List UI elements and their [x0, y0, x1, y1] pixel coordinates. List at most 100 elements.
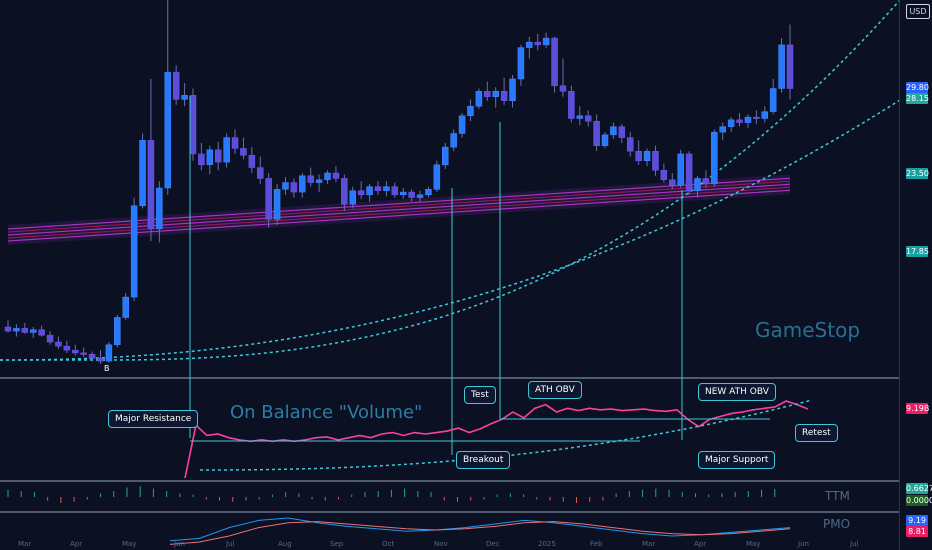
candle	[164, 71, 172, 189]
ttm-label: TTM	[825, 489, 850, 503]
callout-major-support: Major Support	[698, 451, 776, 469]
x-axis-label: Mar	[18, 540, 31, 548]
callout-new-ath-obv: NEW ATH OBV	[698, 383, 776, 401]
candle	[408, 191, 415, 198]
buy-marker: B	[104, 364, 110, 373]
candle	[467, 105, 474, 117]
candle	[492, 90, 499, 97]
x-axis-label: Feb	[590, 540, 603, 548]
callout-major-resistance: Major Resistance	[108, 410, 199, 428]
candle	[719, 126, 726, 133]
candle	[534, 41, 541, 46]
x-axis-label: Apr	[70, 540, 82, 548]
callout-retest: Retest	[795, 424, 838, 442]
candle	[441, 146, 449, 166]
candle	[282, 182, 289, 190]
candle	[778, 44, 785, 89]
candle	[257, 167, 264, 179]
candle	[139, 140, 146, 206]
candle	[786, 44, 794, 89]
candle	[198, 153, 205, 166]
callout-ath-obv: ATH OBV	[528, 381, 582, 399]
candle	[231, 137, 239, 149]
candle	[753, 116, 760, 119]
candle	[189, 95, 197, 155]
candle	[105, 344, 113, 362]
candle	[669, 179, 676, 186]
candle	[584, 115, 592, 122]
price-tag-close: 28.15	[906, 93, 929, 104]
candle	[711, 131, 718, 185]
candle	[366, 186, 373, 196]
x-axis-label: Apr	[694, 540, 706, 548]
candle	[324, 172, 331, 181]
x-axis-label: Mar	[642, 540, 655, 548]
candle	[635, 150, 642, 161]
currency-label[interactable]: USD	[906, 4, 930, 19]
candle	[500, 90, 508, 102]
candle	[652, 150, 659, 171]
candle	[610, 126, 617, 136]
ma-ribbon-line-2	[7, 183, 791, 236]
candle	[643, 150, 651, 161]
support-curve-lower	[0, 99, 901, 361]
candle	[383, 186, 390, 191]
price-tag-last: 29.80	[906, 82, 929, 93]
candle	[677, 153, 684, 186]
x-axis-label: May	[122, 540, 136, 548]
candle	[349, 190, 357, 205]
candle	[685, 153, 693, 191]
ma-ribbon-line-3	[7, 186, 791, 239]
candle	[206, 149, 214, 166]
candle	[660, 170, 668, 181]
price-tag-pmo: 9.19	[906, 515, 928, 526]
ma-ribbon-line-4	[7, 189, 791, 242]
candle	[265, 178, 272, 220]
support-curve-upper	[0, 0, 901, 361]
candle	[156, 187, 163, 230]
callout-test: Test	[464, 386, 496, 404]
x-axis-label: Oct	[382, 540, 394, 548]
candle	[526, 41, 533, 48]
candle	[332, 172, 340, 179]
pmo-signal-line	[169, 521, 791, 545]
x-axis-label: Jun	[797, 540, 809, 548]
x-axis-label: Aug	[278, 540, 292, 548]
candle	[509, 78, 516, 102]
candle	[458, 115, 466, 134]
candle	[416, 194, 424, 198]
x-axis-label: Jul	[849, 540, 859, 548]
candle	[425, 189, 432, 196]
candle	[433, 164, 441, 190]
candle	[88, 354, 96, 359]
candle	[484, 90, 491, 97]
candle	[80, 352, 87, 355]
price-tag-pmo-signal: 8.81	[906, 526, 928, 537]
candle	[72, 349, 79, 354]
candle	[114, 317, 121, 345]
candle	[744, 116, 752, 123]
candle	[13, 328, 20, 332]
candle	[576, 115, 584, 119]
callout-breakout: Breakout	[456, 451, 511, 469]
candle	[273, 189, 281, 220]
candle	[240, 148, 247, 156]
candle	[4, 326, 12, 332]
price-tag-obv: 9.19B	[906, 403, 930, 414]
candle	[38, 329, 45, 336]
price-tag-ttm: 0.6627	[906, 483, 932, 494]
candle	[315, 179, 323, 183]
candle	[517, 47, 525, 80]
candle	[559, 85, 567, 92]
candle	[307, 175, 314, 183]
pmo-line	[169, 517, 791, 542]
pmo-label: PMO	[823, 517, 851, 531]
candle	[593, 120, 600, 146]
candle	[391, 186, 399, 196]
candle	[181, 95, 188, 100]
ma-ribbon-line-1	[7, 180, 791, 233]
candle	[761, 111, 769, 119]
candle	[130, 205, 138, 298]
candle	[46, 334, 54, 343]
